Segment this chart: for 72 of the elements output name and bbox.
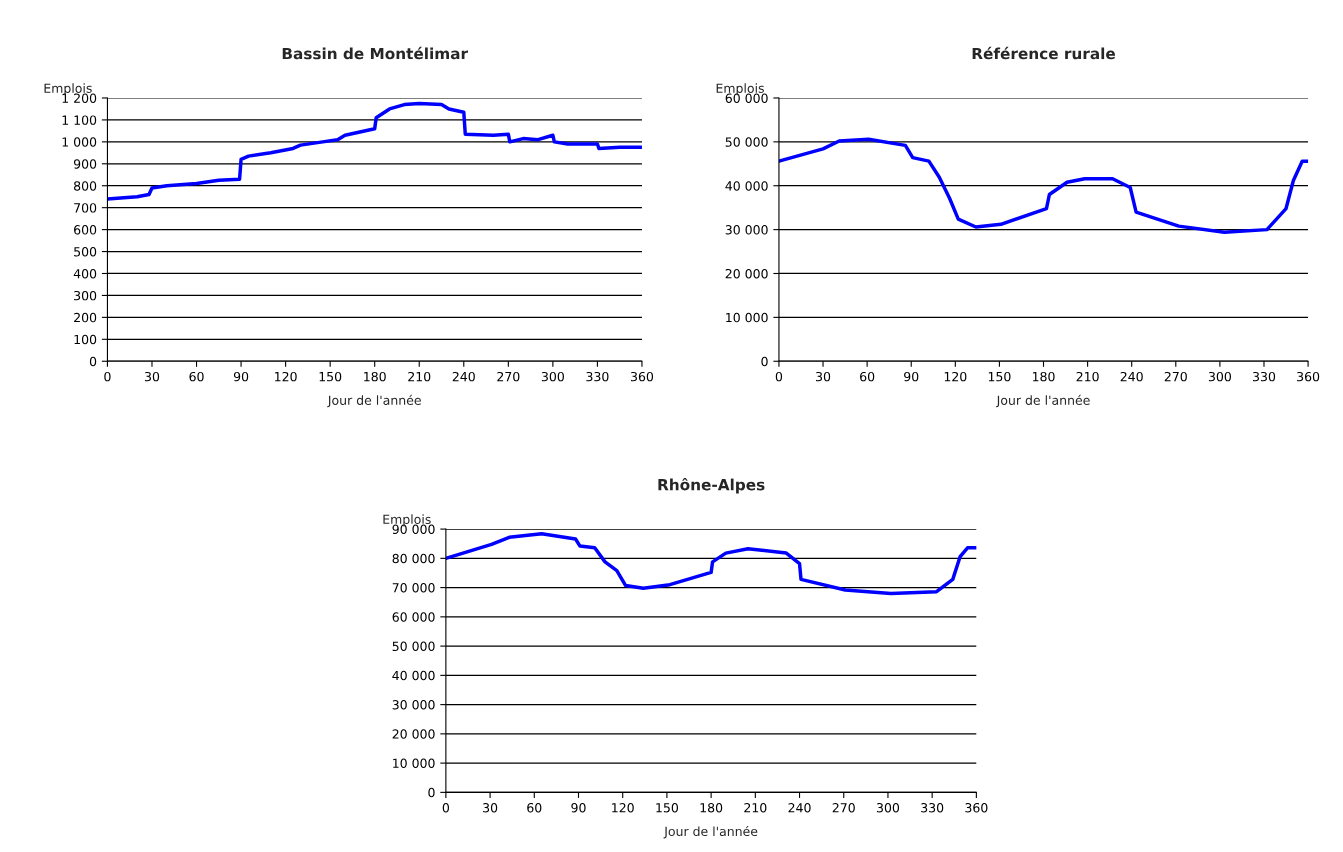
x-tick-label: 30 <box>816 371 831 382</box>
y-tick-label: 500 <box>74 247 97 257</box>
y-tick-label: 30 000 <box>392 700 435 710</box>
x-tick-label: 120 <box>612 803 634 813</box>
y-tick-label: 1 100 <box>62 115 97 125</box>
chart-title: Bassin de Montélimar <box>282 46 468 60</box>
y-tick-label: 50 000 <box>725 137 768 147</box>
y-tick-label: 700 <box>74 203 97 213</box>
y-tick-label: 40 000 <box>725 181 768 191</box>
y-tick-label: 60 000 <box>392 612 435 622</box>
y-tick-label: 0 <box>89 356 97 367</box>
x-tick-label: 300 <box>541 371 564 382</box>
x-axis-title: Jour de l'année <box>327 394 421 408</box>
y-tick-label: 400 <box>73 268 97 279</box>
x-tick-label: 360 <box>965 803 988 813</box>
y-tick-label: 10 000 <box>726 312 768 323</box>
x-tick-label: 150 <box>656 803 679 813</box>
x-tick-label: 210 <box>1076 371 1099 382</box>
y-tick-label: 20 000 <box>725 268 768 279</box>
y-tick-label: 50 000 <box>392 641 435 652</box>
x-tick-label: 270 <box>497 371 520 382</box>
x-tick-label: 90 <box>233 371 249 382</box>
x-tick-label: 0 <box>104 371 111 382</box>
x-tick-label: 240 <box>788 803 811 813</box>
x-tick-label: 150 <box>988 371 1011 382</box>
x-tick-label: 300 <box>1208 371 1231 382</box>
x-tick-label: 360 <box>630 371 654 382</box>
x-tick-label: 90 <box>571 803 586 813</box>
x-tick-label: 240 <box>1120 371 1143 382</box>
y-tick-label: 80 000 <box>392 553 435 564</box>
y-tick-label: 100 <box>74 334 97 345</box>
x-tick-label: 240 <box>452 371 475 382</box>
x-axis-title: Jour de l'année <box>995 394 1090 408</box>
x-tick-label: 210 <box>744 803 767 813</box>
y-tick-label: 0 <box>761 356 768 367</box>
x-tick-label: 60 <box>189 371 204 382</box>
y-tick-label: 30 000 <box>725 225 768 235</box>
x-tick-label: 0 <box>775 371 783 382</box>
x-tick-label: 180 <box>364 371 386 382</box>
x-tick-label: 150 <box>319 371 342 382</box>
x-tick-label: 120 <box>944 371 967 382</box>
x-tick-label: 60 <box>527 803 542 813</box>
x-tick-label: 330 <box>586 371 609 382</box>
x-tick-label: 330 <box>1253 371 1276 382</box>
y-tick-label: 40 000 <box>392 670 435 681</box>
x-tick-label: 60 <box>860 371 875 382</box>
x-axis-title: Jour de l'année <box>663 825 758 839</box>
x-tick-label: 180 <box>1032 371 1055 382</box>
y-tick-label: 200 <box>74 312 97 323</box>
y-tick-label: 600 <box>74 225 97 235</box>
x-tick-label: 90 <box>904 371 919 382</box>
y-tick-label: 10 000 <box>393 758 435 769</box>
y-tick-label: 0 <box>428 787 435 798</box>
x-tick-label: 270 <box>1164 371 1187 382</box>
y-tick-label: 900 <box>73 159 97 169</box>
chart-title: Rhône-Alpes <box>658 477 765 494</box>
y-tick-label: 1 000 <box>62 137 97 147</box>
x-tick-label: 210 <box>408 371 431 382</box>
x-tick-label: 300 <box>876 803 900 813</box>
y-tick-label: 20 000 <box>392 729 435 739</box>
x-tick-label: 180 <box>700 803 723 813</box>
x-tick-label: 120 <box>275 371 297 382</box>
y-tick-label: 70 000 <box>392 583 435 593</box>
x-tick-label: 0 <box>442 803 450 813</box>
x-tick-label: 330 <box>921 803 944 813</box>
x-tick-label: 30 <box>144 371 160 382</box>
chart-title: Référence rurale <box>972 46 1116 60</box>
x-tick-label: 360 <box>1297 371 1320 382</box>
y-tick-label: 300 <box>74 290 97 301</box>
y-tick-label: 800 <box>74 181 97 191</box>
x-tick-label: 270 <box>832 803 855 813</box>
x-tick-label: 30 <box>483 803 498 813</box>
